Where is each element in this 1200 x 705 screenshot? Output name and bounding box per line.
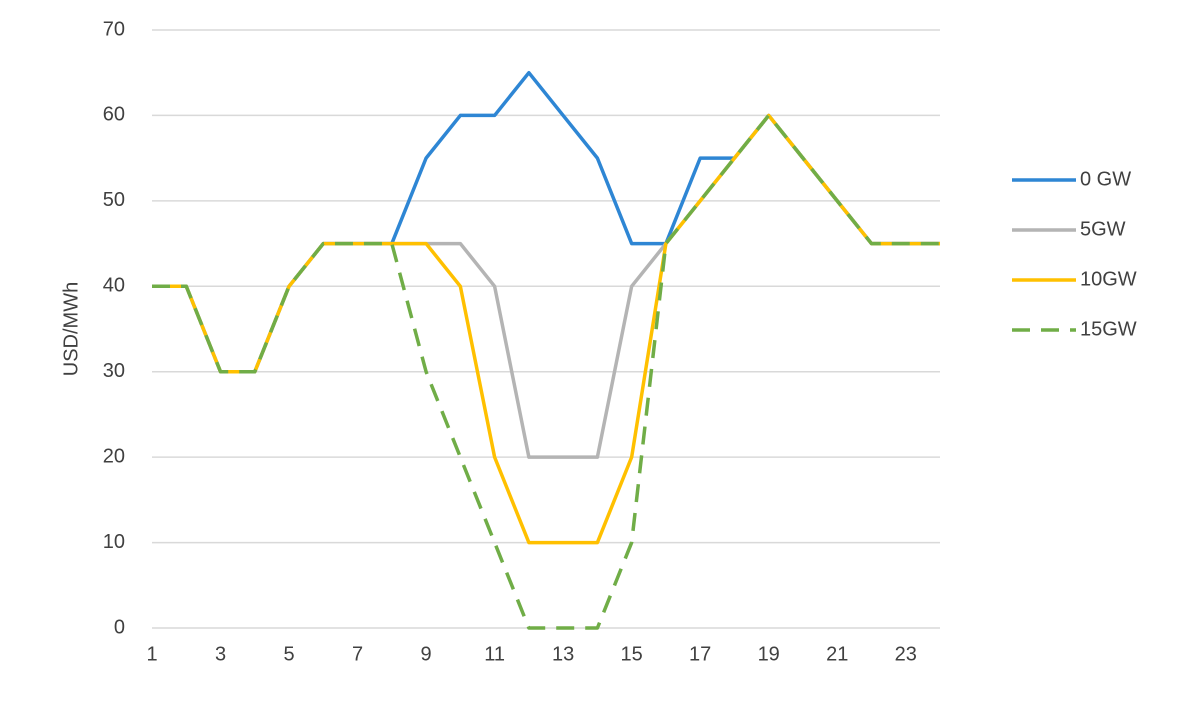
series-line (152, 70, 940, 374)
y-tick-label: 40 (103, 275, 125, 297)
x-tick-label: 23 (895, 643, 917, 665)
y-tick-label: 50 (103, 189, 125, 211)
legend-label: 15GW (1080, 318, 1137, 340)
series-line (152, 113, 940, 630)
x-tick-label: 21 (826, 643, 848, 665)
x-tick-label: 1 (146, 643, 157, 665)
x-tick-label: 9 (421, 643, 432, 665)
x-tick-label: 15 (621, 643, 643, 665)
y-tick-label: 60 (103, 104, 125, 126)
x-tick-label: 17 (689, 643, 711, 665)
x-tick-label: 7 (352, 643, 363, 665)
y-axis-label: USD/MWh (60, 282, 82, 376)
x-tick-label: 19 (758, 643, 780, 665)
y-tick-label: 30 (103, 360, 125, 382)
x-tick-label: 3 (215, 643, 226, 665)
x-tick-label: 13 (552, 643, 574, 665)
legend-label: 0 GW (1080, 168, 1131, 190)
legend-label: 5GW (1080, 218, 1126, 240)
y-tick-label: 70 (103, 18, 125, 40)
x-tick-label: 5 (283, 643, 294, 665)
legend-label: 10GW (1080, 268, 1137, 290)
y-tick-label: 0 (114, 616, 125, 638)
y-tick-label: 20 (103, 445, 125, 467)
x-tick-label: 11 (484, 643, 505, 665)
y-tick-label: 10 (103, 531, 125, 553)
